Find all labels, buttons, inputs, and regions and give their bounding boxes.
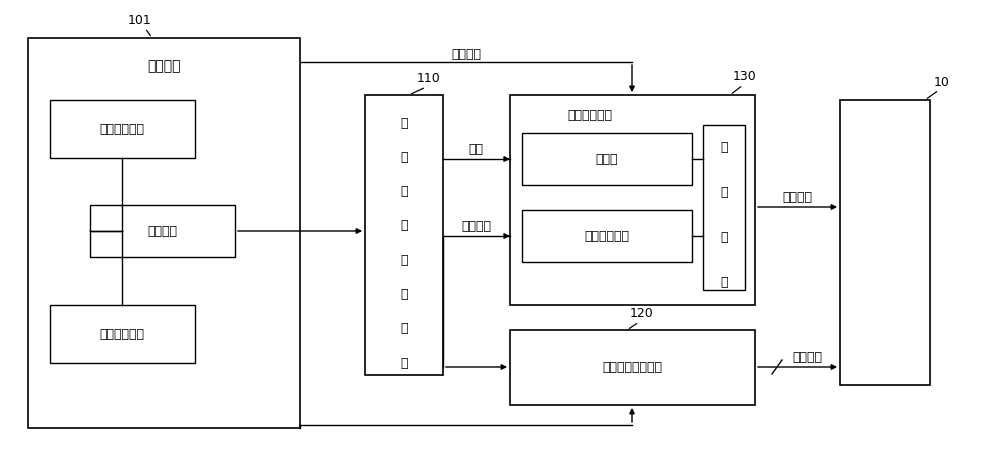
Text: 控制信号: 控制信号 [147,225,177,237]
Text: 控制信号: 控制信号 [451,47,481,60]
Bar [90,205,235,257]
Text: 元: 元 [400,356,408,370]
Text: 产: 产 [400,254,408,266]
Bar [365,95,443,375]
Text: 电: 电 [720,230,728,243]
Text: 第二电压产生单元: 第二电压产生单元 [602,361,662,373]
Text: 压: 压 [720,276,728,289]
Text: 基: 基 [720,141,728,154]
Text: 压: 压 [400,219,408,232]
Text: 基准电压: 基准电压 [782,190,812,203]
Text: 第一电压: 第一电压 [461,219,491,232]
Text: 电压调节单元: 电压调节单元 [568,108,612,122]
Text: 120: 120 [630,307,654,319]
Bar [510,330,755,405]
Bar [28,38,300,428]
Bar [522,210,692,262]
Text: 前帧画面数据: 前帧画面数据 [100,123,144,136]
Bar [50,100,195,158]
Text: 单: 单 [400,322,408,335]
Text: 10: 10 [934,76,950,89]
Text: 容许电压范围: 容许电压范围 [584,230,630,242]
Text: 一: 一 [400,151,408,164]
Text: 时序单元: 时序单元 [147,59,181,73]
Bar [510,95,755,305]
Text: 101: 101 [128,13,152,26]
Text: 电: 电 [400,185,408,198]
Text: 标准值: 标准值 [596,153,618,165]
Bar [522,133,692,185]
Bar [50,305,195,363]
Text: 本帧画面数据: 本帧画面数据 [100,327,144,341]
Bar [703,125,745,290]
Text: 准: 准 [720,185,728,199]
Bar [840,100,930,385]
Text: 第二电压: 第二电压 [792,350,822,364]
Text: 110: 110 [417,71,441,84]
Text: 接地: 接地 [468,142,484,155]
Text: 第: 第 [400,117,408,130]
Text: 130: 130 [733,70,757,83]
Text: 生: 生 [400,288,408,301]
